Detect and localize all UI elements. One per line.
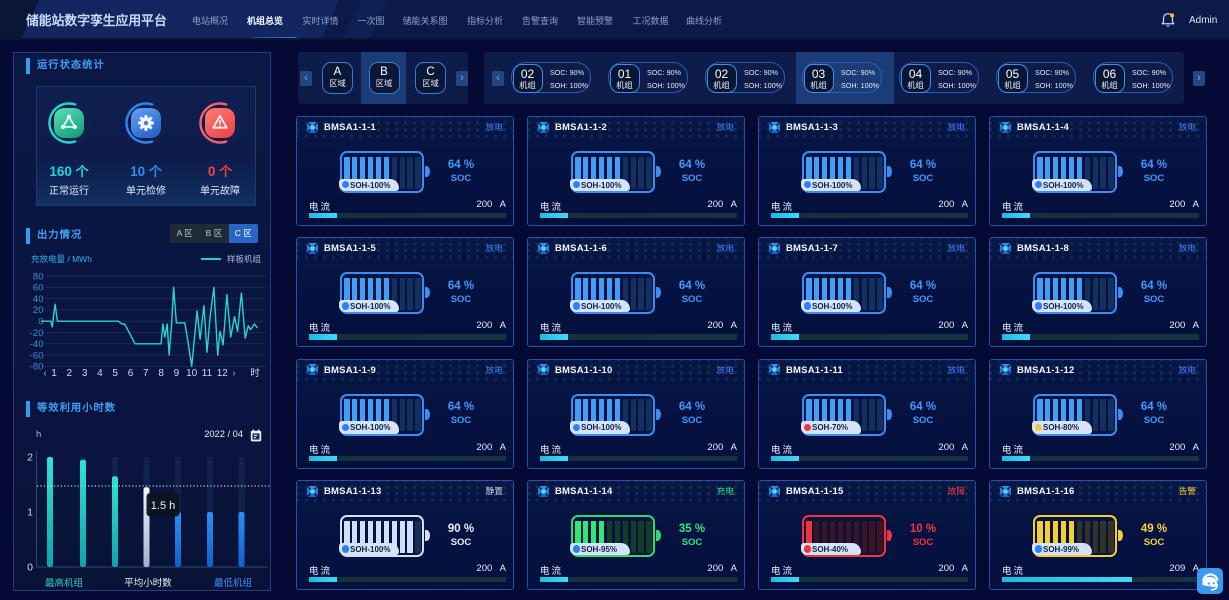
svg-text:60: 60 [33,283,44,294]
svg-text:‹: ‹ [43,368,46,379]
svg-text:6: 6 [128,368,134,379]
svg-text:20: 20 [33,305,44,316]
svg-text:2: 2 [27,452,33,464]
svg-text:-80: -80 [30,362,44,373]
svg-text:最高机组: 最高机组 [45,577,84,589]
svg-text:1: 1 [27,507,33,519]
svg-text:40: 40 [33,294,44,305]
svg-text:5: 5 [112,368,118,379]
svg-text:0: 0 [38,317,43,328]
svg-text:-40: -40 [30,339,44,350]
svg-text:12: 12 [217,368,229,379]
svg-text:最低机组: 最低机组 [214,577,253,589]
svg-text:7: 7 [143,368,149,379]
svg-text:9: 9 [174,368,180,379]
svg-text:-20: -20 [30,328,44,339]
svg-text:2: 2 [67,368,73,379]
svg-text:3: 3 [82,368,88,379]
svg-text:8: 8 [158,368,164,379]
svg-text:10: 10 [186,368,198,379]
svg-text:-60: -60 [30,350,44,361]
svg-text:1: 1 [51,368,57,379]
svg-text:时: 时 [250,367,260,379]
svg-text:1.5 h: 1.5 h [151,500,175,512]
svg-text:平均小时数: 平均小时数 [124,577,172,589]
svg-text:11: 11 [202,368,213,379]
svg-text:0: 0 [27,562,33,574]
svg-text:80: 80 [33,271,44,282]
svg-text:4: 4 [97,368,103,379]
svg-text:›: › [232,368,235,379]
